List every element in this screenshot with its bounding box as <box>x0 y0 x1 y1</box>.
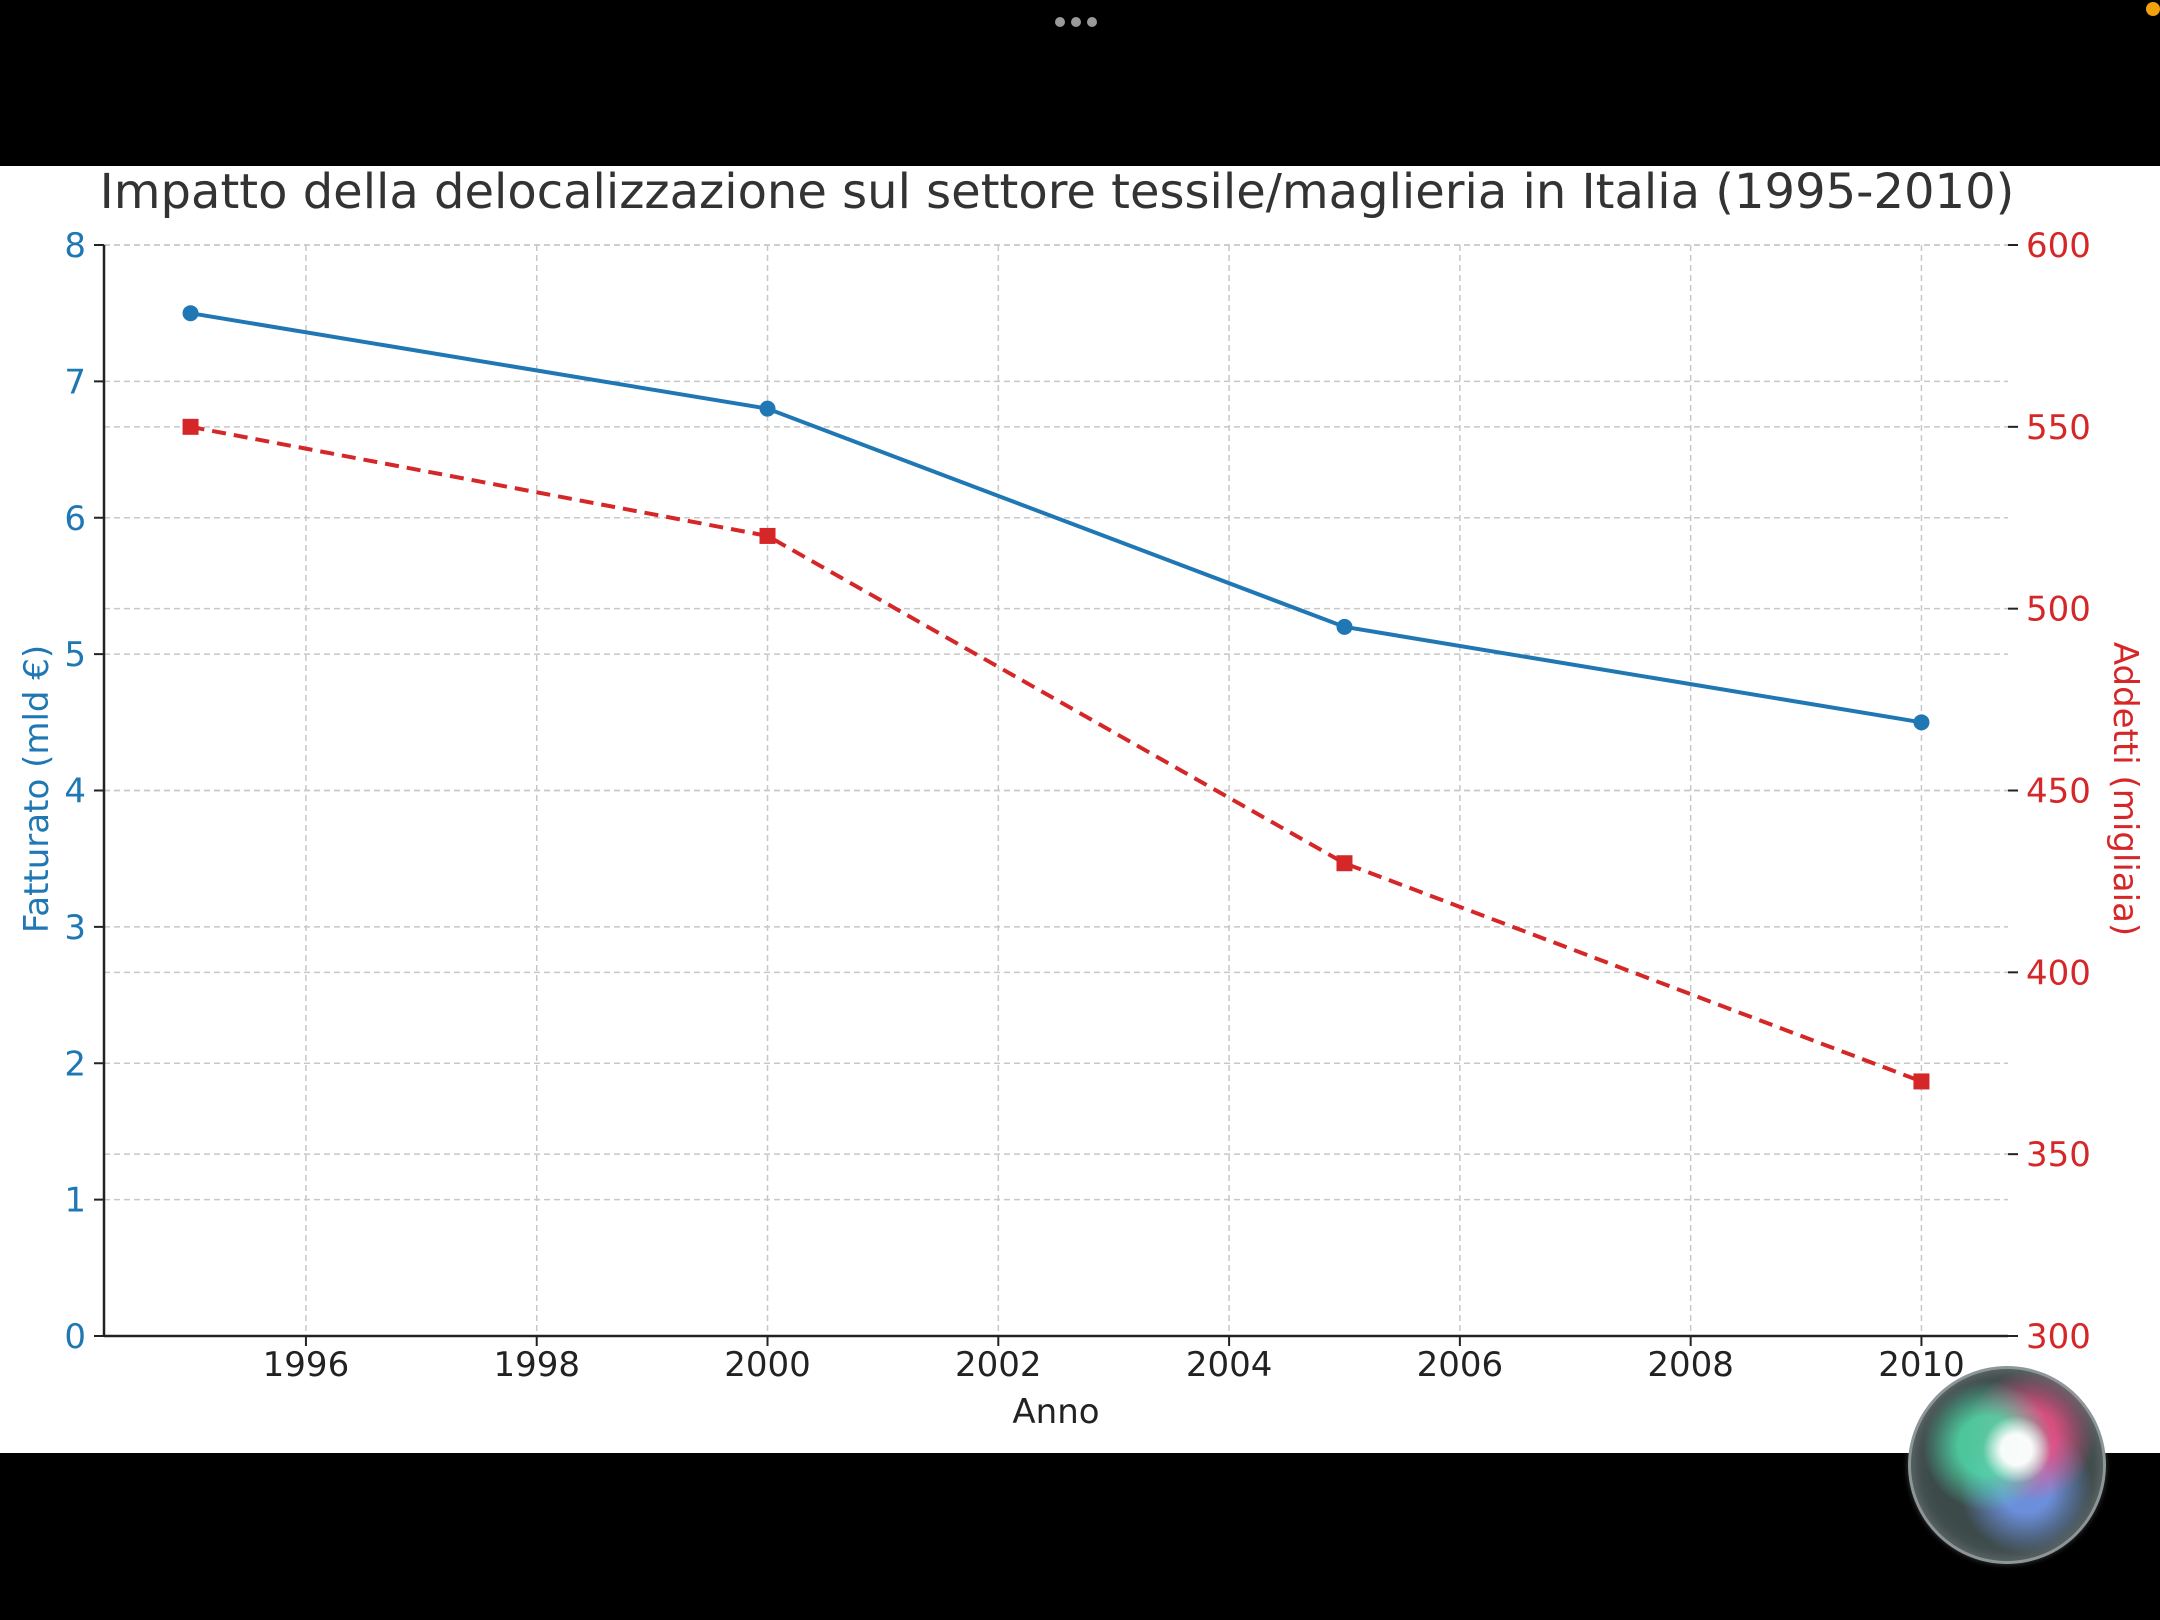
y-axis-left-label: Fatturato (mld €) <box>17 645 57 933</box>
series <box>182 305 1930 1090</box>
series-line-0 <box>190 311 1922 725</box>
series-1-point <box>182 418 199 435</box>
x-tick-label: 2010 <box>1878 1345 1965 1385</box>
y-right-tick-label: 600 <box>2026 226 2091 266</box>
series-line-1 <box>190 424 1923 1084</box>
x-tick-label: 2004 <box>1186 1345 1273 1385</box>
y-right-tick-label: 350 <box>2026 1135 2091 1175</box>
bottom-bar <box>0 1453 2160 1620</box>
chart-panel: 1996 1998 2000 2002 2004 2006 2008 2010 0 1 2 3 4 5 6 7… <box>0 166 2160 1453</box>
y-right-tick-label: 450 <box>2026 772 2091 812</box>
y-left-tick-label: 2 <box>64 1044 86 1084</box>
more-dots-icon[interactable] <box>1055 12 1105 28</box>
series-1-point <box>1913 1073 1930 1090</box>
x-tick-label: 1996 <box>263 1345 350 1385</box>
series-1-point <box>759 527 776 544</box>
x-tick-label: 1998 <box>493 1345 580 1385</box>
y-left-tick-label: 3 <box>64 908 86 948</box>
grid <box>104 244 2008 1337</box>
y-left-tick-label: 4 <box>64 772 86 812</box>
y-left-tick-label: 1 <box>64 1181 86 1221</box>
siri-orb-icon[interactable] <box>1908 1366 2106 1564</box>
y-left-tick-label: 8 <box>64 226 86 266</box>
series-0-point <box>182 305 199 322</box>
x-tick-label: 2008 <box>1647 1345 1734 1385</box>
y-left-tick-label: 6 <box>64 499 86 539</box>
chart-title: Impatto della delocalizzazione sul setto… <box>100 166 2015 220</box>
axes: 1996 1998 2000 2002 2004 2006 2008 2010 0 1 2 3 4 5 6 7… <box>64 226 2091 1385</box>
x-tick-label: 2000 <box>724 1345 811 1385</box>
series-0-point <box>1913 714 1930 731</box>
y-left-tick-label: 7 <box>64 362 86 402</box>
series-1-point <box>1336 855 1353 872</box>
series-0-point <box>759 400 776 417</box>
x-tick-label: 2006 <box>1417 1345 1504 1385</box>
status-dot-icon <box>2146 2 2160 16</box>
chart: 1996 1998 2000 2002 2004 2006 2008 2010 0 1 2 3 4 5 6 7… <box>17 166 2145 1432</box>
y-left-tick-label: 0 <box>64 1317 86 1357</box>
y-left-tick-label: 5 <box>64 635 86 675</box>
y-right-tick-label: 500 <box>2026 590 2091 630</box>
series-0-point <box>1336 618 1353 635</box>
y-right-tick-label: 550 <box>2026 408 2091 448</box>
x-axis-label: Anno <box>1012 1392 1099 1432</box>
top-bar <box>0 0 2160 166</box>
y-right-tick-label: 300 <box>2026 1317 2091 1357</box>
y-right-tick-label: 400 <box>2026 953 2091 993</box>
y-axis-right-label: Addetti (migliaia) <box>2105 642 2145 936</box>
x-tick-label: 2002 <box>955 1345 1042 1385</box>
